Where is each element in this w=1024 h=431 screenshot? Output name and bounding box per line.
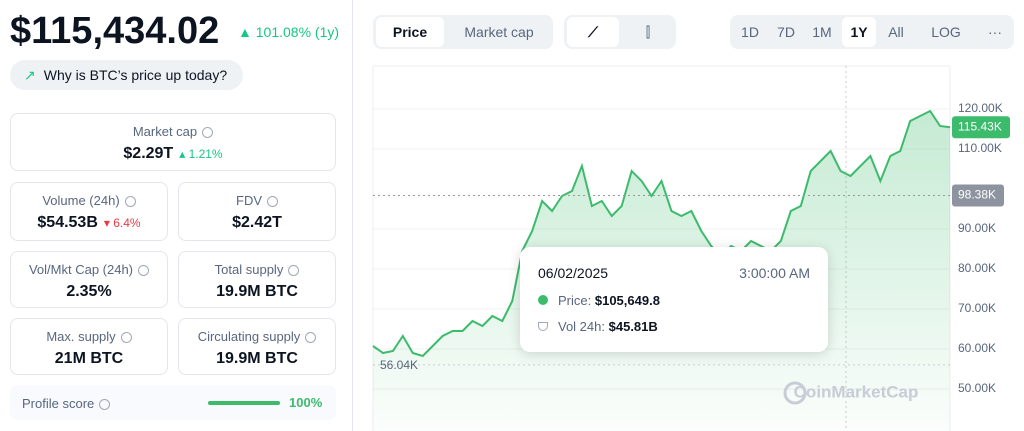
profile-card: Profile score 100% xyxy=(10,385,336,420)
y-tick-label: 120.00K xyxy=(958,101,1003,115)
tabs: Price Market cap xyxy=(373,15,553,49)
info-icon xyxy=(138,265,150,277)
stat-label: Market cap xyxy=(11,124,335,139)
why-text: Why is BTC’s price up today? xyxy=(43,67,228,83)
stat-label: Vol/Mkt Cap (24h) xyxy=(11,262,167,277)
stat-value-text: 19.9M BTC xyxy=(216,350,298,367)
reference-tag xyxy=(952,184,1004,207)
ranges: 1D 7D 1M 1Y All LOG ··· xyxy=(730,15,1014,49)
stat-change: ▾ 6.4% xyxy=(104,216,141,230)
tooltip: 06/02/2025 3:00:00 AM Price: $105,649.8 … xyxy=(520,247,828,352)
stat-label-text: FDV xyxy=(236,193,262,208)
stat-card: Volume (24h) $54.53B ▾ 6.4% xyxy=(10,182,168,241)
change-text: 101.08% (1y) xyxy=(255,24,340,40)
change-arrow: ▴ xyxy=(179,147,189,161)
range[interactable]: 1D xyxy=(741,24,759,40)
stat-card: Total supply 19.9M BTC xyxy=(178,251,336,308)
price-line xyxy=(372,109,951,358)
why-button[interactable]: ↗ Why is BTC’s price up today? xyxy=(10,60,243,90)
tooltip-date: 06/02/2025 xyxy=(538,265,609,281)
range[interactable]: 7D xyxy=(777,24,795,40)
stat-card: Vol/Mkt Cap (24h) 2.35% xyxy=(10,251,168,308)
y-tick-label: 60.00K xyxy=(958,341,996,355)
y-tick-label: 50.00K xyxy=(958,381,996,395)
price: $115,434.02 xyxy=(10,10,220,52)
stat-label-text: Market cap xyxy=(132,124,198,139)
stat-value: 21M BTC xyxy=(11,350,167,368)
stat-label: Total supply xyxy=(179,262,335,277)
info-icon xyxy=(288,265,300,277)
change-arrow: ▾ xyxy=(103,216,114,230)
y-tick-label: 70.00K xyxy=(958,301,996,315)
line-icon[interactable]: ⟋ xyxy=(567,17,619,47)
current-label: 115.43K xyxy=(958,119,1002,133)
stat-label: Volume (24h) xyxy=(11,193,167,208)
vol-label: Vol 24h: xyxy=(558,319,605,334)
stat-label: Circulating supply xyxy=(179,329,335,344)
stat-value-text: $2.29T xyxy=(123,145,174,162)
stat-label-text: Vol/Mkt Cap (24h) xyxy=(28,262,134,277)
stat-change-text: 1.21% xyxy=(188,147,223,161)
range[interactable]: LOG xyxy=(931,24,961,40)
stat-card: FDV $2.42T xyxy=(178,182,336,241)
info-icon xyxy=(267,196,278,208)
stat-value: $2.42T xyxy=(179,214,335,232)
stat-change-text: 6.4% xyxy=(113,216,141,230)
profile-value: 100% xyxy=(289,395,323,410)
stat-value-text: 2.35% xyxy=(66,283,112,300)
y-tick-label: 80.00K xyxy=(958,261,996,275)
stat-value-text: 21M BTC xyxy=(54,350,124,367)
stat-label-text: Circulating supply xyxy=(197,329,301,344)
info-icon xyxy=(124,196,136,208)
stat-card: Max. supply 21M BTC xyxy=(10,318,168,375)
stat-value-text: $2.42T xyxy=(232,214,282,231)
stat-label-text: Max. supply xyxy=(46,329,116,344)
stat-change: ▴ 1.21% xyxy=(179,147,222,161)
divider xyxy=(352,0,353,431)
stat-card: Circulating supply 19.9M BTC xyxy=(178,318,336,375)
more[interactable]: ··· xyxy=(988,24,1002,40)
range[interactable]: 1M xyxy=(812,24,832,40)
tooltip-price: Price: $105,649.8 xyxy=(538,293,660,308)
watermark-logo xyxy=(783,381,807,405)
stat-value: 19.9M BTC xyxy=(179,283,335,301)
chart-kind: ⟋ ⫿ xyxy=(564,15,676,49)
stat-label: Max. supply xyxy=(11,329,167,344)
tooltip-vol: Vol 24h: $45.81B xyxy=(538,319,658,334)
stat-value: $2.29T ▴ 1.21% xyxy=(11,145,335,163)
stat-value: 2.35% xyxy=(11,283,167,301)
stat-value: 19.9M BTC xyxy=(179,350,335,368)
stat-label-text: Volume (24h) xyxy=(42,193,120,208)
price-label: Price: xyxy=(558,293,592,308)
profile-label-text: Profile score xyxy=(22,396,95,411)
tab[interactable]: Price xyxy=(376,17,444,47)
range[interactable]: All xyxy=(888,24,904,40)
profile-label: Profile score xyxy=(22,396,111,411)
stat-label: FDV xyxy=(179,193,335,208)
y-tick-label: 110.00K xyxy=(958,141,1002,155)
watermark: CoinMarketCap xyxy=(794,382,919,401)
y-tick-label: 90.00K xyxy=(958,221,996,235)
reference-label: 98.38K xyxy=(958,188,996,202)
stat-label-text: Total supply xyxy=(214,262,284,277)
stat-card: Market cap $2.29T ▴ 1.21% xyxy=(10,113,336,171)
tab[interactable]: Market cap xyxy=(464,24,534,40)
info-icon xyxy=(305,332,317,344)
info-icon xyxy=(120,332,132,344)
current-tag xyxy=(952,116,1010,139)
candle-icon[interactable]: ⫿ xyxy=(645,24,651,40)
info-icon xyxy=(202,127,214,139)
low-label: 56.04K xyxy=(380,358,418,372)
tooltip-time: 3:00:00 AM xyxy=(739,265,810,281)
stat-value-text: $54.53B xyxy=(37,214,98,231)
price-change: ▲ 101.08% (1y) xyxy=(238,24,340,40)
stat-value-text: 19.9M BTC xyxy=(216,283,298,300)
vol-value: $45.81B xyxy=(608,319,658,334)
range[interactable]: 1Y xyxy=(842,17,876,47)
stat-value: $54.53B ▾ 6.4% xyxy=(11,214,167,232)
price-value: $105,649.8 xyxy=(594,293,660,308)
profile-bar xyxy=(208,401,280,405)
